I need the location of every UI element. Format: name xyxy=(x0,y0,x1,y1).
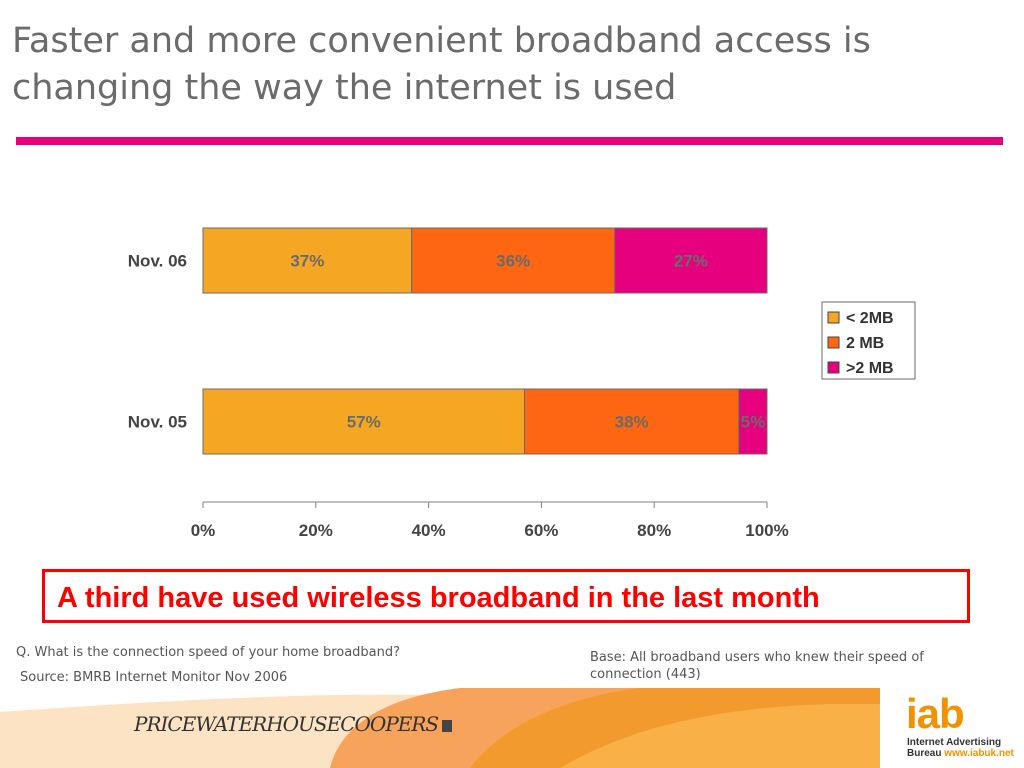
data-label: 5% xyxy=(741,413,766,432)
category-label: Nov. 06 xyxy=(128,252,187,271)
x-tick-label: 0% xyxy=(191,521,216,540)
base-note: Base: All broadband users who knew their… xyxy=(590,650,924,682)
x-tick-label: 20% xyxy=(299,521,333,540)
data-label: 27% xyxy=(674,252,708,271)
legend-label: 2 MB xyxy=(846,335,884,352)
stacked-bar-chart: Nov. 06 37% 36% 27% Nov. 05 57% 38% 5% 0% 20% 40% 6… xyxy=(128,227,916,540)
bar-segment xyxy=(202,227,413,294)
pwc-logo: PRICEWATERHOUSECOOPERS xyxy=(134,712,453,736)
bar-segment xyxy=(614,227,768,294)
legend-swatch xyxy=(827,336,840,349)
question-note: Q. What is the connection speed of your … xyxy=(16,645,401,660)
x-tick-label: 40% xyxy=(412,521,446,540)
callout-box: A third have used wireless broadband in … xyxy=(42,569,970,623)
x-tick-label: 100% xyxy=(745,521,788,540)
x-tick-label: 80% xyxy=(637,521,671,540)
legend-swatch xyxy=(827,361,840,374)
title-divider xyxy=(16,137,1003,145)
bar-segment xyxy=(411,227,616,294)
source-note: Source: BMRB Internet Monitor Nov 2006 xyxy=(20,670,288,685)
slide-title: Faster and more convenient broadband acc… xyxy=(12,21,871,108)
data-label: 37% xyxy=(290,252,324,271)
iab-name-line2: Bureau www.iabuk.net xyxy=(907,748,1014,759)
legend-label: < 2MB xyxy=(846,310,894,327)
x-tick-label: 60% xyxy=(524,521,558,540)
bar-segment xyxy=(523,388,740,455)
legend-label: >2 MB xyxy=(846,360,894,377)
data-label: 36% xyxy=(496,252,530,271)
data-label: 38% xyxy=(615,413,649,432)
iab-name-line1: Internet Advertising xyxy=(907,737,1002,748)
bar-segment xyxy=(738,388,768,455)
iab-name: Internet Advertising Bureau www.iabuk.ne… xyxy=(907,737,1014,759)
iab-url: www.iabuk.net xyxy=(944,748,1014,759)
data-label: 57% xyxy=(347,413,381,432)
iab-logo: iab xyxy=(906,690,965,737)
category-label: Nov. 05 xyxy=(128,413,187,432)
pwc-mark-icon xyxy=(442,719,453,732)
legend-swatch xyxy=(827,311,840,324)
callout-text: A third have used wireless broadband in … xyxy=(57,582,820,614)
footer-swoosh xyxy=(0,688,1024,768)
